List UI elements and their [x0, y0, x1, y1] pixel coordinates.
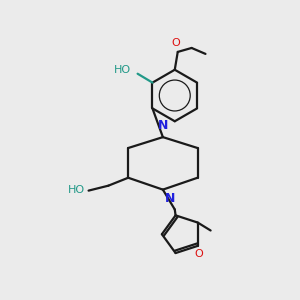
Text: N: N — [165, 192, 175, 205]
Text: O: O — [171, 38, 180, 48]
Text: HO: HO — [68, 184, 85, 195]
Text: HO: HO — [113, 65, 131, 75]
Text: O: O — [194, 249, 203, 259]
Text: N: N — [158, 119, 168, 132]
